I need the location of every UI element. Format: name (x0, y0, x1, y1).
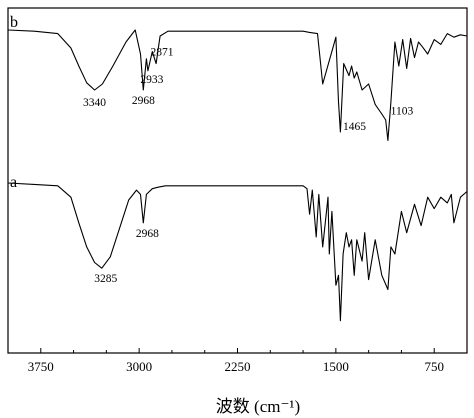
peak-label-a-2968: 2968 (136, 228, 159, 240)
peak-label-a-3285: 3285 (94, 273, 117, 285)
peak-label-b-2871: 2871 (151, 47, 174, 59)
x-axis-ticks: 3750 3000 2250 1500 750 (7, 348, 468, 374)
peak-label-b-3340: 3340 (83, 97, 106, 109)
x-tick-label-3750: 3750 (28, 359, 54, 374)
peak-label-b-1465: 1465 (343, 121, 366, 133)
x-tick-label-2250: 2250 (225, 359, 251, 374)
peak-label-b-2933: 2933 (140, 74, 163, 86)
peak-label-b-1103: 1103 (391, 105, 414, 117)
peak-labels: 3340 2968 2933 2871 1465 1103 3285 2968 (83, 47, 413, 286)
series-b-label: b (10, 14, 18, 31)
x-tick-label-1500: 1500 (323, 359, 349, 374)
series-a-label: a (10, 174, 17, 191)
peak-label-b-2968: 2968 (132, 95, 155, 107)
x-tick-label-3000: 3000 (126, 359, 152, 374)
spectrum-traces: ba (7, 14, 468, 322)
series-a-line (7, 182, 468, 322)
x-axis-title: 波数 (cm⁻¹) (216, 397, 300, 416)
x-tick-label-750: 750 (424, 359, 444, 374)
series-b-line (7, 29, 468, 141)
